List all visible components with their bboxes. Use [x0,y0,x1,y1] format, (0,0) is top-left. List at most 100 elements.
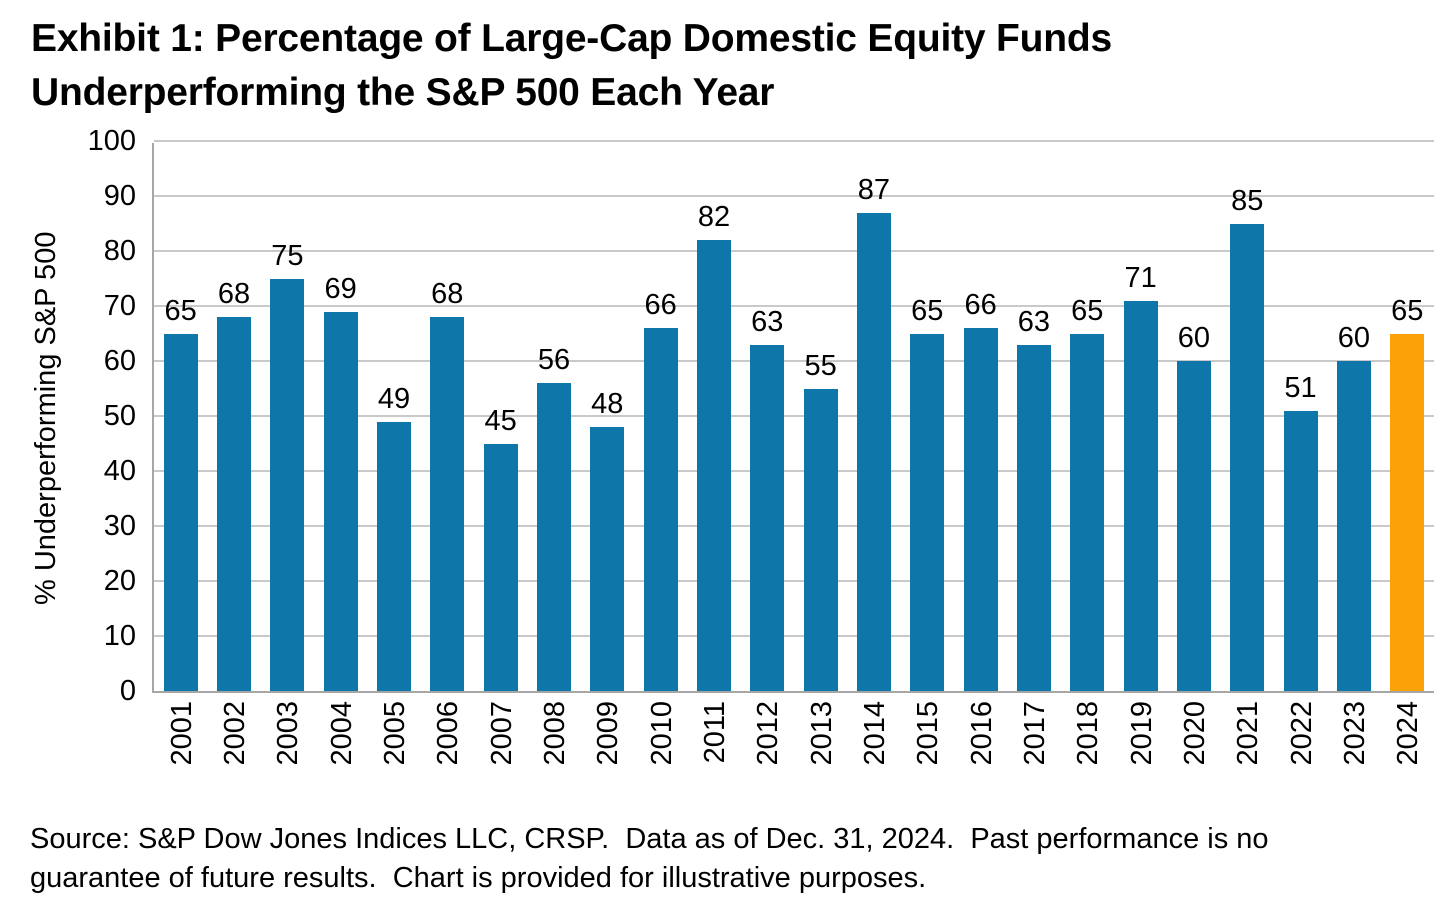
bar-slot-2017: 63 2017 [1007,143,1060,766]
bar-value-label: 66 [964,289,997,321]
bar-value-label: 48 [591,388,624,420]
bar-2007 [483,443,518,691]
gridline [154,415,1434,417]
bar-slot-2021: 85 2021 [1221,143,1274,766]
bar-slot-2012: 63 2012 [741,143,794,766]
x-tick-label: 2008 [538,701,571,766]
bar-2010 [643,328,678,691]
bar-2019 [1123,300,1158,691]
bar-value-label: 56 [537,344,571,376]
x-tick-label: 2001 [165,701,198,766]
bar-value-label: 75 [271,239,304,272]
bar-2018 [1070,333,1105,691]
x-tick-label: 2019 [1125,701,1158,766]
gridline [154,635,1434,637]
bar-slot-2003: 75 2003 [261,143,314,766]
bar-slot-2005: 49 2005 [367,143,420,766]
source-note-line2: guarantee of future results. Chart is pr… [30,862,927,894]
bar-slot-2019: 71 2019 [1114,143,1167,766]
chart-title: Exhibit 1: Percentage of Large-Cap Domes… [31,12,1112,120]
bar-2015 [910,333,945,691]
bar-value-label: 55 [804,349,837,382]
bar-2006 [430,317,465,691]
chart-title-line1: Exhibit 1: Percentage of Large-Cap Domes… [31,17,1112,60]
bar-slot-2011: 82 2011 [687,143,740,763]
gridline [154,195,1434,197]
y-tick-label: 90 [103,180,136,212]
bar-slot-2007: 45 2007 [474,143,527,766]
y-tick-label: 70 [103,290,136,322]
x-tick-label: 2016 [965,701,998,766]
bar-slot-2023: 60 2023 [1327,143,1380,766]
bar-value-label: 85 [1231,184,1264,217]
bar-slot-2004: 69 2004 [314,143,367,766]
bar-value-label: 65 [911,294,944,327]
x-tick-label: 2014 [858,701,891,766]
x-tick-label: 2005 [378,701,411,766]
y-tick-label: 60 [103,345,136,377]
bar-value-label: 49 [377,382,411,415]
x-tick-label: 2020 [1178,701,1211,766]
gridline [154,470,1434,472]
x-tick-label: 2006 [432,701,465,766]
bar-2003 [270,278,305,691]
bar-slot-2016: 66 2016 [954,143,1007,766]
x-tick-label: 2007 [485,701,518,766]
bar-slot-2018: 65 2018 [1061,143,1114,766]
x-tick-label: 2009 [592,701,625,766]
bar-value-label: 45 [484,404,517,437]
gridline [154,305,1434,307]
x-tick-label: 2021 [1232,701,1265,766]
x-tick-label: 2017 [1018,701,1051,766]
bar-2017 [1016,344,1051,691]
bar-slot-2008: 56 2008 [527,143,580,766]
bar-2011 [696,240,731,691]
bar-slot-2020: 60 2020 [1167,143,1220,766]
source-note: Source: S&P Dow Jones Indices LLC, CRSP.… [30,820,1269,898]
bar-2016 [963,328,998,691]
x-tick-label: 2004 [325,701,358,766]
x-tick-label: 2003 [272,701,305,766]
y-tick-label: 20 [103,565,136,597]
bar-2021 [1230,223,1265,691]
bar-2001 [163,333,198,691]
bar-2014 [856,212,891,691]
bar-slot-2010: 66 2010 [634,143,687,766]
y-tick-label: 10 [103,620,136,652]
bar-2002 [216,317,251,691]
bar-value-label: 82 [697,201,731,233]
y-tick-label: 0 [119,675,136,707]
source-note-line1: Source: S&P Dow Jones Indices LLC, CRSP.… [30,823,1269,855]
plot-area: 0 10 20 30 40 50 60 70 80 90 100 65 2001 68 2002 75 200… [88,126,1434,766]
y-tick-label: 30 [103,510,136,542]
y-axis-title: % Underperforming S&P 500 [30,231,62,605]
bars-layer: 65 2001 68 2002 75 2003 69 2004 49 2005 68 2006 45 20… [154,143,1434,766]
bar-value-label: 65 [1071,294,1104,327]
gridline [154,250,1434,252]
bar-2020 [1176,361,1211,691]
bar-slot-2006: 68 2006 [421,143,474,766]
bar-2012 [750,344,785,691]
bar-value-label: 65 [164,294,197,327]
bar-2013 [803,388,838,691]
x-tick-label: 2010 [645,701,678,766]
bar-slot-2001: 65 2001 [154,143,207,766]
bar-value-label: 51 [1284,371,1317,404]
bar-2022 [1283,410,1318,691]
gridline [154,525,1434,527]
bar-2004 [323,311,358,691]
bar-value-label: 60 [1337,322,1371,354]
bar-value-label: 71 [1124,261,1157,294]
bar-2009 [590,427,625,691]
gridline [154,580,1434,582]
x-tick-label: 2015 [912,701,945,766]
bar-slot-2024: 65 2024 [1381,143,1434,766]
gridline [154,360,1434,362]
bar-2008 [536,383,571,691]
bar-value-label: 63 [751,305,784,338]
bar-slot-2009: 48 2009 [581,143,634,766]
bar-value-label: 68 [431,278,464,310]
bar-value-label: 69 [324,272,357,305]
bar-2023 [1336,361,1371,691]
y-tick-label: 50 [103,400,136,432]
